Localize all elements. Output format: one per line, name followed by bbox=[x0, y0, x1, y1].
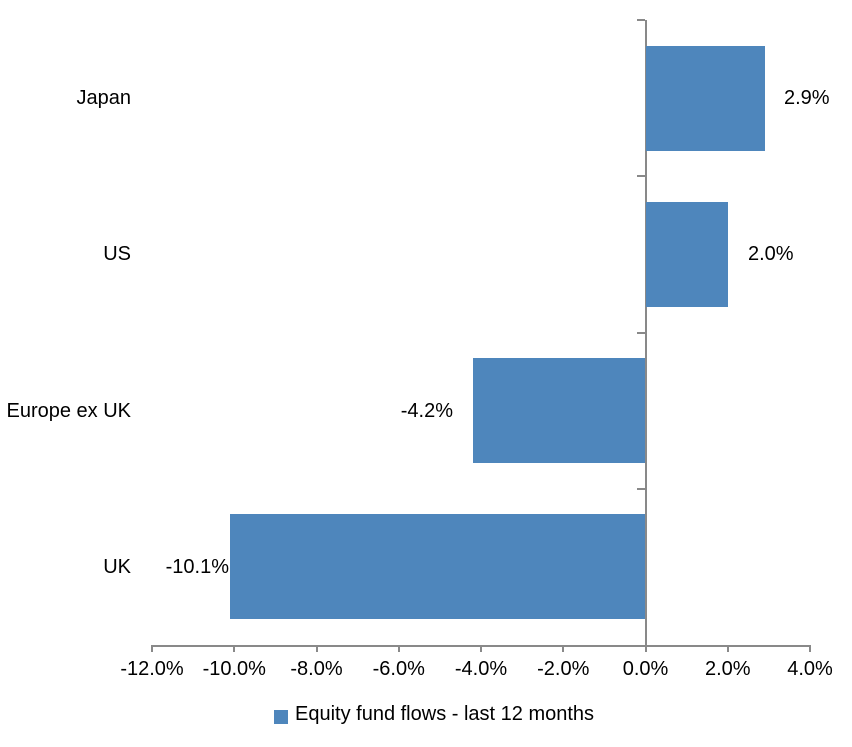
legend-series-swatch-icon bbox=[274, 710, 288, 724]
category-label: Japan bbox=[76, 87, 132, 109]
x-axis-tick bbox=[809, 645, 811, 652]
category-label: Europe ex UK bbox=[6, 400, 131, 422]
x-axis-tick bbox=[397, 645, 400, 652]
category-boundary-tick bbox=[636, 19, 645, 21]
category-label: US bbox=[103, 243, 131, 265]
value-label: -10.1% bbox=[165, 556, 229, 578]
x-axis-tick bbox=[562, 645, 565, 652]
x-axis-tick bbox=[151, 645, 153, 652]
x-axis-tick-label: 4.0% bbox=[787, 658, 833, 680]
bar-europe-ex-uk bbox=[472, 358, 646, 463]
x-axis-tick bbox=[315, 645, 318, 652]
value-label: 2.9% bbox=[784, 87, 830, 109]
x-axis-tick bbox=[726, 645, 729, 652]
x-axis-tick-label: -2.0% bbox=[537, 658, 590, 680]
category-boundary-tick bbox=[636, 331, 645, 334]
value-label: 2.0% bbox=[748, 243, 794, 265]
category-boundary-tick bbox=[636, 487, 645, 490]
x-axis-tick-label: -6.0% bbox=[372, 658, 425, 680]
category-boundary-tick bbox=[636, 175, 645, 178]
x-axis-tick-label: -8.0% bbox=[290, 658, 343, 680]
bar-us bbox=[645, 202, 728, 307]
x-axis-tick-label: -4.0% bbox=[454, 658, 508, 680]
x-axis-tick bbox=[644, 645, 647, 652]
x-axis-tick-label: 0.0% bbox=[622, 658, 669, 680]
category-label: UK bbox=[103, 556, 131, 578]
legend-series-label: Equity fund flows - last 12 months bbox=[295, 703, 595, 725]
bar-uk bbox=[230, 514, 646, 619]
x-axis-tick-label: -12.0% bbox=[120, 658, 184, 680]
x-axis-tick bbox=[233, 645, 236, 652]
x-axis-tick bbox=[480, 645, 482, 652]
y-axis-zero-line bbox=[644, 20, 647, 647]
bar-japan bbox=[645, 46, 765, 151]
x-axis-tick-label: -10.0% bbox=[202, 658, 266, 680]
value-label: -4.2% bbox=[400, 400, 453, 422]
x-axis-tick-label: 2.0% bbox=[704, 658, 751, 680]
